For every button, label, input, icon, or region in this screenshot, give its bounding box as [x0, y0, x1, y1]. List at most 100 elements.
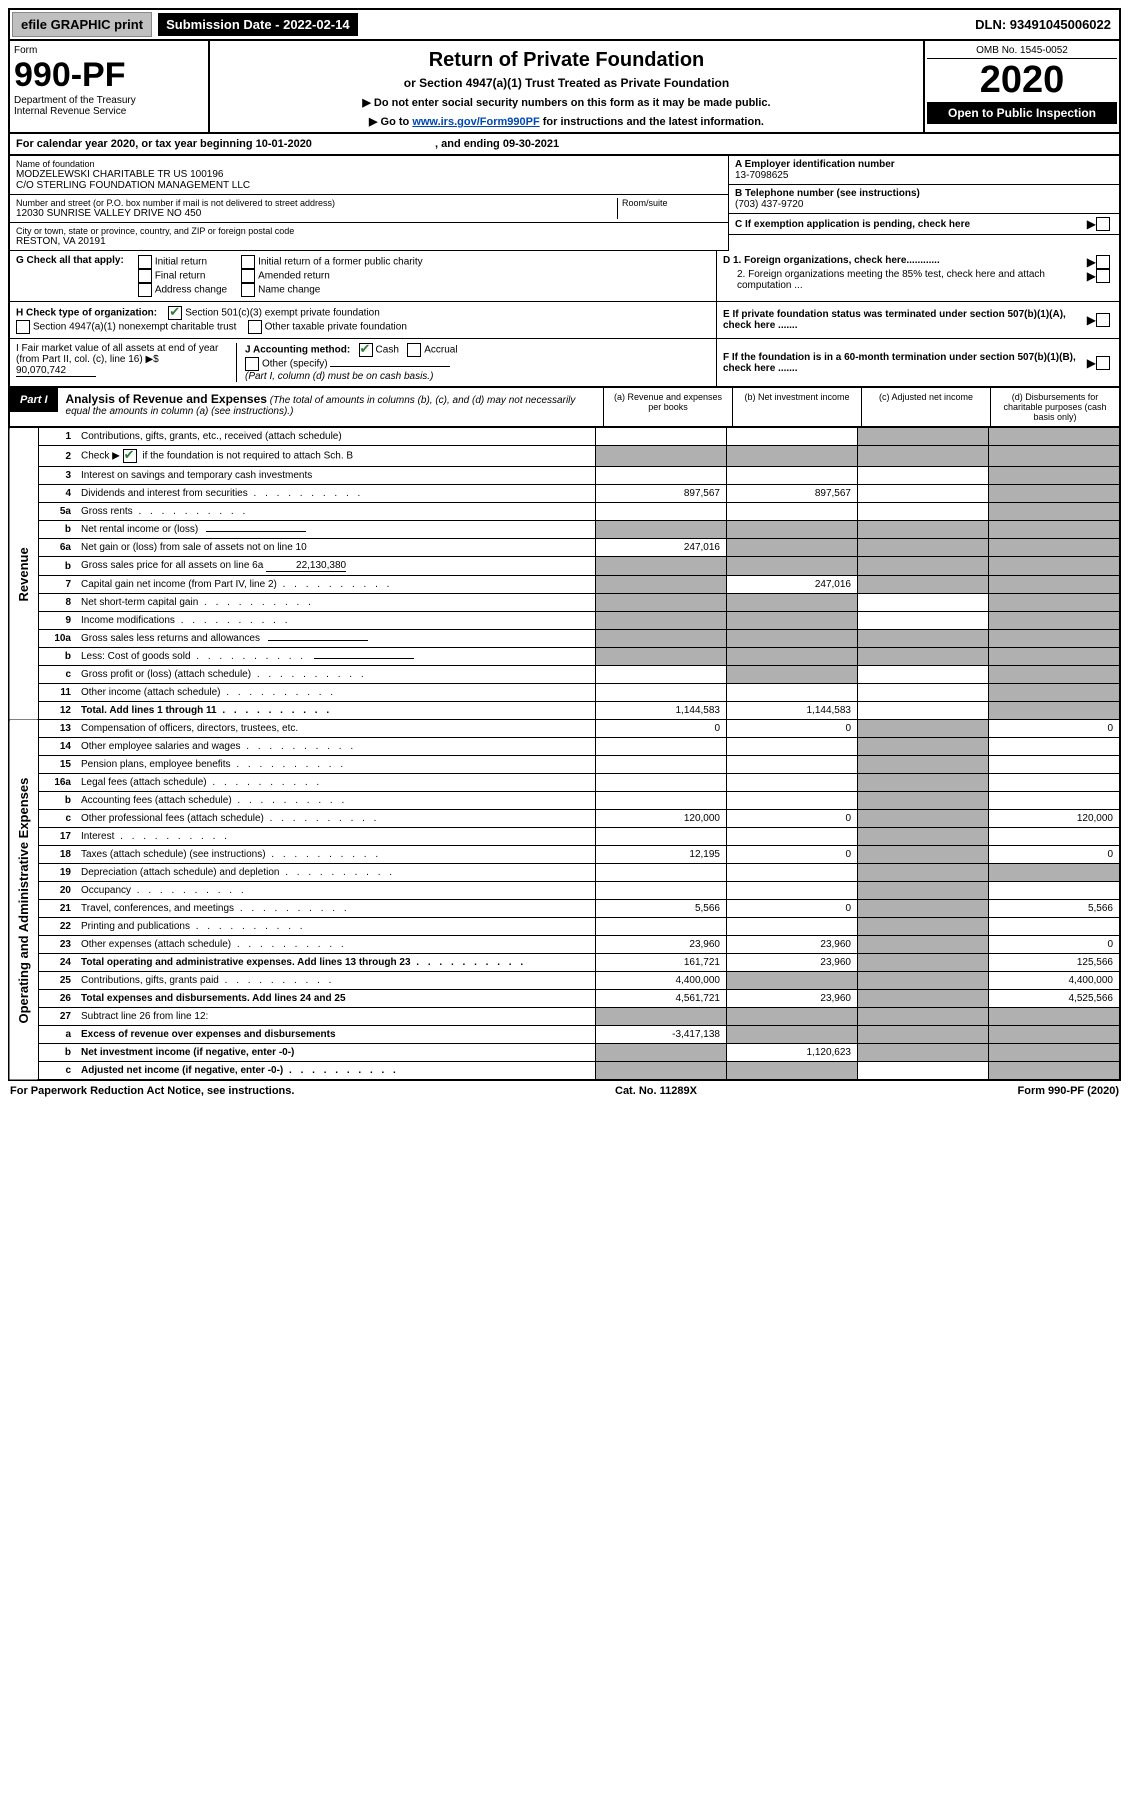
cell-value [596, 1062, 727, 1081]
h-501c3-checkbox[interactable] [168, 306, 182, 320]
g-addr-checkbox[interactable] [138, 283, 152, 297]
cell-value [858, 446, 989, 467]
cell-value [989, 792, 1121, 810]
line-number: 20 [39, 882, 78, 900]
h-4947-checkbox[interactable] [16, 320, 30, 334]
cell-value [858, 774, 989, 792]
c-checkbox[interactable] [1096, 217, 1110, 231]
i-j-row: I Fair market value of all assets at end… [8, 339, 1121, 388]
table-row: bLess: Cost of goods sold [9, 648, 1120, 666]
cell-value [858, 828, 989, 846]
j-accrual-checkbox[interactable] [407, 343, 421, 357]
line-number: b [39, 1044, 78, 1062]
cell-value [989, 630, 1121, 648]
cell-value [858, 1044, 989, 1062]
table-row: 26Total expenses and disbursements. Add … [9, 990, 1120, 1008]
cell-value [858, 612, 989, 630]
table-row: 17Interest [9, 828, 1120, 846]
line-description: Accounting fees (attach schedule) [77, 792, 596, 810]
line-description: Net short-term capital gain [77, 594, 596, 612]
cell-value: 4,525,566 [989, 990, 1121, 1008]
cell-value: 4,400,000 [989, 972, 1121, 990]
e-checkbox[interactable] [1096, 313, 1110, 327]
line-description: Pension plans, employee benefits [77, 756, 596, 774]
f-60month-cell: F If the foundation is in a 60-month ter… [716, 339, 1119, 386]
col-a-header: (a) Revenue and expenses per books [603, 388, 732, 426]
cell-value: 1,120,623 [727, 1044, 858, 1062]
city-cell: City or town, state or province, country… [10, 223, 728, 251]
cell-value: 897,567 [727, 485, 858, 503]
line-description: Gross rents [77, 503, 596, 521]
cell-value [858, 954, 989, 972]
cell-value [727, 972, 858, 990]
c-exemption-cell: C If exemption application is pending, c… [729, 214, 1119, 235]
cell-value: 247,016 [596, 539, 727, 557]
line-description: Interest [77, 828, 596, 846]
g-name-checkbox[interactable] [241, 283, 255, 297]
cell-value [989, 557, 1121, 576]
line-number: 24 [39, 954, 78, 972]
line-number: b [39, 557, 78, 576]
cell-value: 12,195 [596, 846, 727, 864]
cell-value: 0 [989, 936, 1121, 954]
g-initial-former-checkbox[interactable] [241, 255, 255, 269]
line-description: Less: Cost of goods sold [77, 648, 596, 666]
line-number: 12 [39, 702, 78, 720]
cell-value [989, 882, 1121, 900]
top-bar: efile GRAPHIC print Submission Date - 20… [8, 8, 1121, 41]
cell-value [727, 1062, 858, 1081]
line-number: 25 [39, 972, 78, 990]
cell-value: 1,144,583 [727, 702, 858, 720]
table-row: cOther professional fees (attach schedul… [9, 810, 1120, 828]
j-cash-checkbox[interactable] [359, 343, 373, 357]
d-foreign-cell: D 1. Foreign organizations, check here..… [716, 251, 1119, 301]
cell-value [989, 828, 1121, 846]
dln-number: DLN: 93491045006022 [975, 17, 1117, 32]
table-row: 22Printing and publications [9, 918, 1120, 936]
year-end: 09-30-2021 [503, 138, 559, 150]
table-row: 8Net short-term capital gain [9, 594, 1120, 612]
g-initial-checkbox[interactable] [138, 255, 152, 269]
d2-checkbox[interactable] [1096, 269, 1110, 283]
line-description: Compensation of officers, directors, tru… [77, 720, 596, 738]
f-checkbox[interactable] [1096, 356, 1110, 370]
cell-value [596, 738, 727, 756]
cell-value [858, 684, 989, 702]
cell-value: 120,000 [989, 810, 1121, 828]
page-footer: For Paperwork Reduction Act Notice, see … [8, 1081, 1121, 1101]
cell-value [989, 702, 1121, 720]
efile-print-button[interactable]: efile GRAPHIC print [12, 12, 152, 37]
d1-checkbox[interactable] [1096, 255, 1110, 269]
line-description: Adjusted net income (if negative, enter … [77, 1062, 596, 1081]
cell-value: 23,960 [727, 954, 858, 972]
cell-value: -3,417,138 [596, 1026, 727, 1044]
line-number: 18 [39, 846, 78, 864]
line-description: Check ▶ if the foundation is not require… [77, 446, 596, 467]
cell-value: 0 [727, 846, 858, 864]
line-description: Other income (attach schedule) [77, 684, 596, 702]
j-other-checkbox[interactable] [245, 357, 259, 371]
cell-value [858, 521, 989, 539]
line-number: 7 [39, 576, 78, 594]
cell-value [858, 503, 989, 521]
cell-value [727, 1008, 858, 1026]
col-c-header: (c) Adjusted net income [861, 388, 990, 426]
cell-value [858, 936, 989, 954]
cell-value [727, 594, 858, 612]
line-number: 14 [39, 738, 78, 756]
irs-link[interactable]: www.irs.gov/Form990PF [412, 116, 539, 128]
col-d-header: (d) Disbursements for charitable purpose… [990, 388, 1119, 426]
cell-value [858, 882, 989, 900]
line-number: 10a [39, 630, 78, 648]
table-row: 20Occupancy [9, 882, 1120, 900]
line-description: Printing and publications [77, 918, 596, 936]
cell-value [858, 702, 989, 720]
cell-value [727, 539, 858, 557]
foundation-name-cell: Name of foundation MODZELEWSKI CHARITABL… [10, 156, 728, 195]
h-other-checkbox[interactable] [248, 320, 262, 334]
g-final-checkbox[interactable] [138, 269, 152, 283]
cell-value [727, 557, 858, 576]
cell-value [858, 1008, 989, 1026]
table-row: 19Depreciation (attach schedule) and dep… [9, 864, 1120, 882]
g-amended-checkbox[interactable] [241, 269, 255, 283]
